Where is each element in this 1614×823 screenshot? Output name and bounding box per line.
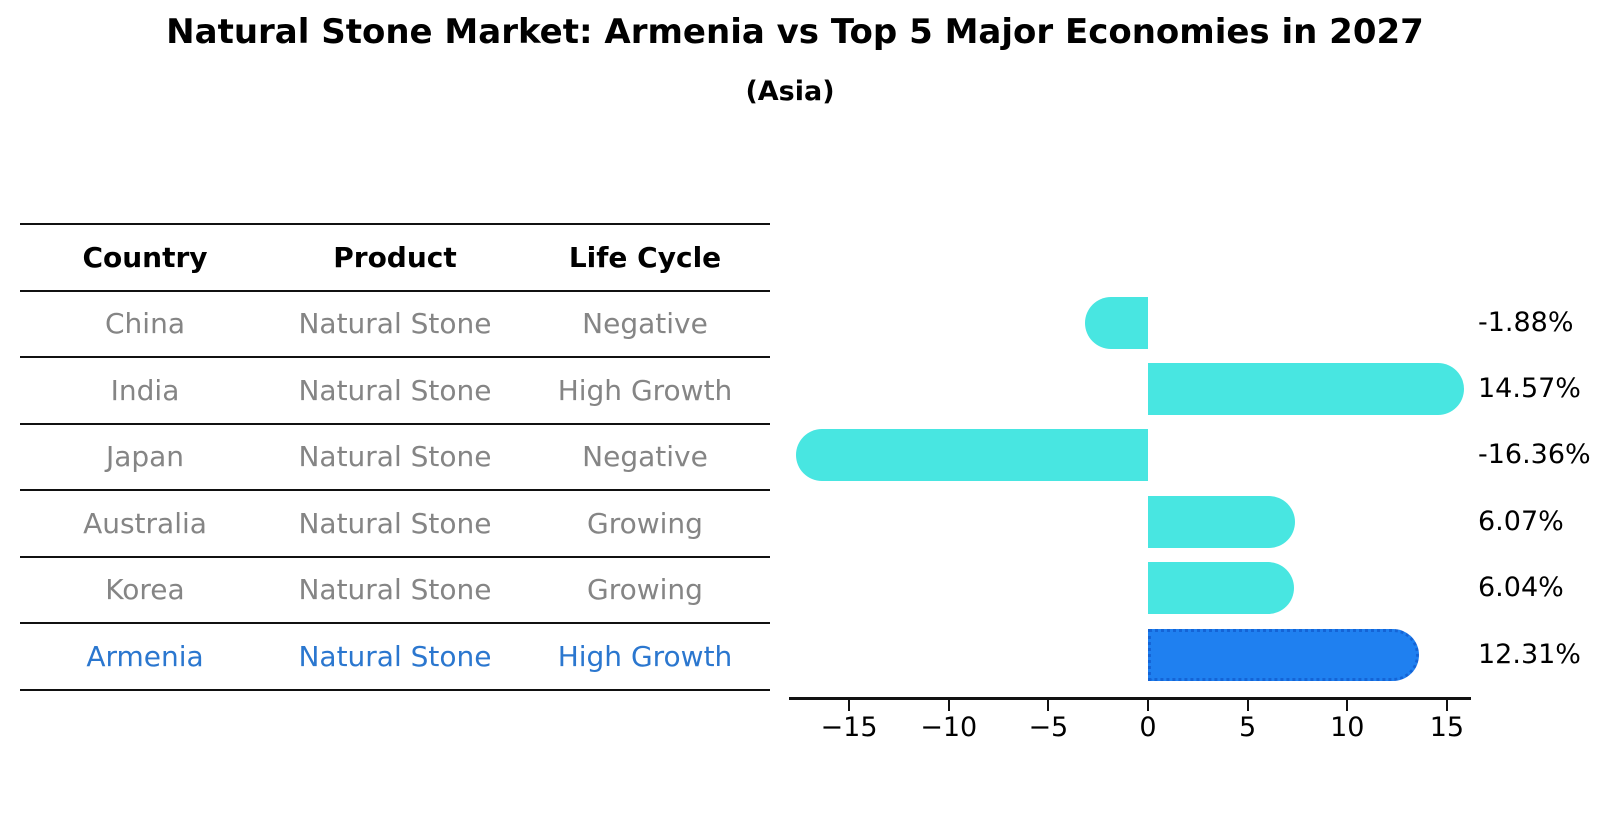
value-label-india: 14.57% — [1478, 372, 1581, 404]
chart-title: Natural Stone Market: Armenia vs Top 5 M… — [166, 12, 1424, 52]
table-row-armenia: Armenia Natural Stone High Growth — [20, 622, 770, 691]
table-header-row: Country Product Life Cycle — [20, 223, 770, 290]
column-header-life-cycle: Life Cycle — [568, 240, 722, 274]
life-cycle-cell: Growing — [587, 506, 703, 540]
country-table: Country Product Life Cycle China Natural… — [20, 223, 770, 691]
x-axis-tick — [1246, 700, 1249, 711]
x-axis-tick — [947, 700, 950, 711]
x-axis-tick-label: −10 — [920, 712, 978, 743]
country-cell: China — [105, 307, 185, 341]
product-cell: Natural Stone — [298, 639, 492, 673]
country-cell: Australia — [83, 506, 207, 540]
table-row-india: India Natural Stone High Growth — [20, 356, 770, 423]
bar-japan — [795, 429, 1148, 482]
life-cycle-cell: Growing — [587, 573, 703, 607]
value-label-australia: 6.07% — [1478, 505, 1564, 537]
x-axis-tick — [1445, 700, 1448, 711]
x-axis-tick-label: 5 — [1239, 712, 1257, 743]
bar-india — [1148, 362, 1465, 415]
table-row-japan: Japan Natural Stone Negative — [20, 422, 770, 490]
column-header-product: Product — [333, 240, 457, 274]
country-cell: Armenia — [86, 639, 204, 673]
product-cell: Natural Stone — [298, 573, 492, 607]
country-cell: Korea — [105, 573, 185, 607]
bar-korea — [1148, 562, 1295, 615]
life-cycle-cell: Negative — [582, 440, 708, 474]
chart-subtitle: (Asia) — [745, 76, 835, 107]
x-axis-tick-label: −5 — [1028, 712, 1069, 743]
product-cell: Natural Stone — [298, 373, 492, 407]
table-row-korea: Korea Natural Stone Growing — [20, 555, 770, 623]
bar-china — [1084, 296, 1148, 349]
bar-australia — [1148, 495, 1295, 548]
x-axis-tick — [1147, 700, 1149, 711]
value-label-korea: 6.04% — [1478, 572, 1564, 604]
value-label-japan: -16.36% — [1478, 439, 1591, 471]
product-cell: Natural Stone — [298, 440, 492, 474]
country-cell: India — [110, 373, 180, 407]
column-header-country: Country — [82, 240, 208, 274]
value-label-armenia: 12.31% — [1478, 638, 1581, 670]
life-cycle-cell: Negative — [582, 307, 708, 341]
table-row-australia: Australia Natural Stone Growing — [20, 489, 770, 556]
x-axis-tick-label: 0 — [1139, 712, 1157, 743]
table-row-china: China Natural Stone Negative — [20, 289, 770, 357]
product-cell: Natural Stone — [298, 506, 492, 540]
value-label-china: -1.88% — [1478, 306, 1574, 338]
x-axis-tick-label: 10 — [1330, 712, 1365, 743]
country-cell: Japan — [105, 440, 185, 474]
x-axis-tick-label: 15 — [1429, 712, 1465, 743]
x-axis-tick — [1047, 700, 1050, 711]
life-cycle-cell: High Growth — [557, 639, 733, 673]
life-cycle-cell: High Growth — [557, 373, 733, 407]
bar-armenia — [1148, 628, 1420, 681]
x-axis-tick-label: −15 — [820, 712, 878, 743]
bar-chart: -1.88% 14.57% -16.36% 6.07% 6.04% 12.31% −15 −1… — [789, 223, 1614, 783]
x-axis-line — [789, 697, 1471, 700]
x-axis-tick — [848, 700, 851, 711]
product-cell: Natural Stone — [298, 307, 492, 341]
x-axis-tick — [1346, 700, 1349, 711]
